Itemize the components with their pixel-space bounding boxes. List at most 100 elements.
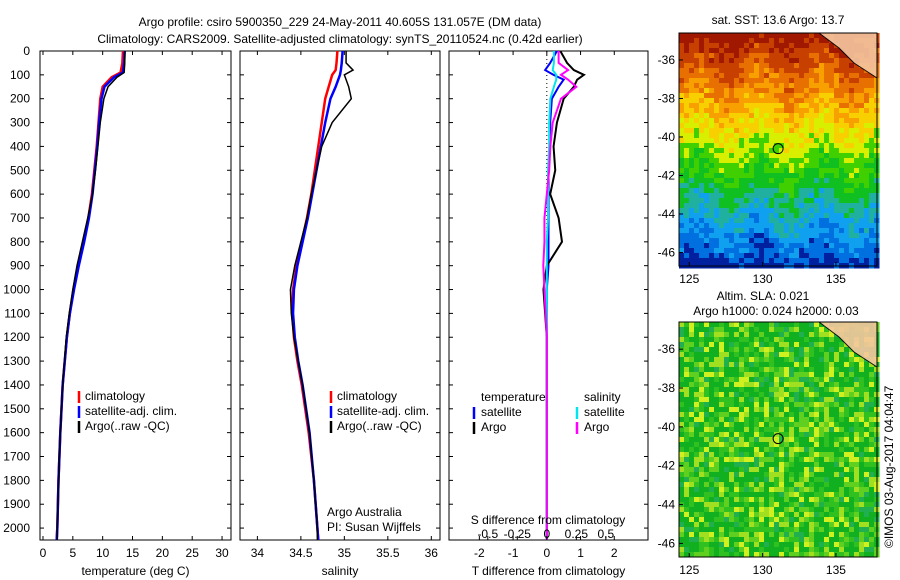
map-cell	[814, 367, 820, 373]
map-cell	[784, 103, 790, 109]
map-cell	[844, 113, 850, 119]
y-tick-label: 1000	[3, 283, 30, 297]
map-cell	[709, 163, 715, 169]
map-cell	[744, 402, 750, 408]
map-cell	[849, 213, 855, 219]
map-cell	[709, 397, 715, 403]
map-cell	[684, 397, 690, 403]
map-cell	[854, 98, 860, 104]
map-cell	[699, 337, 705, 343]
map-cell	[854, 452, 860, 458]
map-cell	[754, 552, 760, 558]
map-cell	[814, 537, 820, 543]
map-cell	[719, 337, 725, 343]
map-cell	[839, 158, 845, 164]
map-cell	[804, 183, 810, 189]
map-cell	[864, 153, 870, 159]
map-cell	[714, 407, 720, 413]
map-cell	[834, 372, 840, 378]
map-cell	[849, 462, 855, 468]
map-cell	[844, 258, 850, 264]
map-cell	[789, 163, 795, 169]
map-cell	[709, 253, 715, 259]
map-cell	[794, 238, 800, 244]
map-cell	[799, 223, 805, 229]
map-cell	[849, 412, 855, 418]
map-cell	[834, 98, 840, 104]
map-cell	[784, 118, 790, 124]
map-cell	[809, 502, 815, 508]
lon-tick-label: 135	[826, 563, 846, 577]
map-cell	[699, 178, 705, 184]
map-cell	[849, 113, 855, 119]
map-cell	[679, 492, 685, 498]
map-cell	[749, 512, 755, 518]
map-cell	[759, 427, 765, 433]
map-cell	[689, 138, 695, 144]
map-cell	[764, 193, 770, 199]
map-cell	[789, 432, 795, 438]
map-cell	[869, 183, 875, 189]
map-cell	[854, 552, 860, 558]
map-cell	[704, 382, 710, 388]
map-cell	[734, 58, 740, 64]
map-cell	[824, 362, 830, 368]
map-cell	[694, 437, 700, 443]
map-cell	[699, 492, 705, 498]
map-cell	[829, 377, 835, 383]
map-cell	[789, 372, 795, 378]
map-cell	[699, 213, 705, 219]
map-cell	[819, 223, 825, 229]
map-cell	[704, 447, 710, 453]
map-cell	[719, 108, 725, 114]
map-cell	[869, 432, 875, 438]
map-cell	[734, 73, 740, 79]
map-cell	[869, 502, 875, 508]
map-cell	[774, 542, 780, 548]
map-cell	[729, 218, 735, 224]
map-cell	[844, 223, 850, 229]
y-tick-label: 1900	[3, 497, 30, 511]
map-cell	[854, 68, 860, 74]
map-cell	[694, 248, 700, 254]
map-cell	[719, 397, 725, 403]
map-cell	[844, 93, 850, 99]
map-cell	[814, 447, 820, 453]
map-cell	[819, 347, 825, 353]
map-cell	[709, 347, 715, 353]
map-cell	[859, 123, 865, 129]
map-cell	[804, 53, 810, 59]
map-cell	[684, 188, 690, 194]
map-cell	[709, 218, 715, 224]
map-cell	[719, 238, 725, 244]
map-cell	[864, 133, 870, 139]
map-cell	[809, 392, 815, 398]
map-cell	[694, 482, 700, 488]
map-cell	[694, 93, 700, 99]
map-cell	[714, 183, 720, 189]
map-cell	[864, 183, 870, 189]
map-cell	[824, 327, 830, 333]
map-cell	[714, 527, 720, 533]
map-cell	[799, 128, 805, 134]
map-cell	[724, 228, 730, 234]
map-cell	[829, 53, 835, 59]
map-cell	[769, 98, 775, 104]
map-cell	[809, 43, 815, 49]
map-cell	[714, 33, 720, 39]
map-cell	[784, 457, 790, 463]
map-cell	[834, 153, 840, 159]
map-cell	[749, 148, 755, 154]
map-cell	[844, 407, 850, 413]
map-cell	[774, 98, 780, 104]
map-cell	[719, 367, 725, 373]
map-cell	[869, 178, 875, 184]
map-cell	[754, 118, 760, 124]
map-cell	[699, 342, 705, 348]
map-cell	[864, 552, 870, 558]
map-cell	[814, 362, 820, 368]
x-tick-label: 25	[186, 546, 200, 560]
map-cell	[814, 547, 820, 553]
map-cell	[734, 193, 740, 199]
map-cell	[759, 43, 765, 49]
